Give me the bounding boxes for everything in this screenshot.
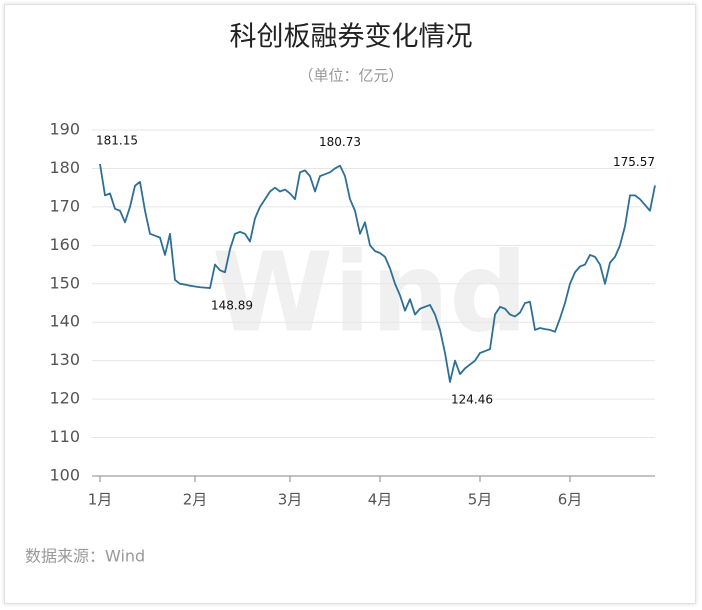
data-label: 181.15 — [96, 134, 138, 148]
y-tick-label: 100 — [49, 466, 80, 485]
y-tick-label: 150 — [49, 273, 80, 292]
x-tick-label: 6月 — [558, 491, 583, 509]
y-tick-label: 160 — [49, 235, 80, 254]
y-tick-label: 130 — [49, 350, 80, 369]
data-label: 175.57 — [613, 155, 655, 169]
y-tick-label: 190 — [49, 120, 80, 139]
line-series — [99, 163, 656, 383]
card — [4, 4, 696, 604]
source-note: 数据来源：Wind — [25, 547, 145, 566]
chart-title: 科创板融券变化情况 — [230, 22, 473, 53]
y-tick-label: 170 — [49, 196, 80, 215]
x-tick-label: 5月 — [468, 491, 493, 509]
data-label: 148.89 — [211, 299, 253, 313]
y-tick-label: 110 — [49, 427, 80, 446]
x-tick-label: 3月 — [278, 491, 303, 509]
data-label: 180.73 — [319, 135, 361, 149]
watermark: Wind — [212, 228, 528, 356]
data-label: 124.46 — [451, 392, 493, 406]
y-tick-label: 180 — [49, 158, 80, 177]
y-tick-label: 140 — [49, 312, 80, 331]
x-tick-label: 2月 — [183, 491, 208, 509]
chart-subtitle: （单位：亿元） — [298, 67, 403, 85]
x-tick-label: 1月 — [88, 491, 113, 509]
y-tick-label: 120 — [49, 389, 80, 408]
x-tick-label: 4月 — [368, 491, 393, 509]
